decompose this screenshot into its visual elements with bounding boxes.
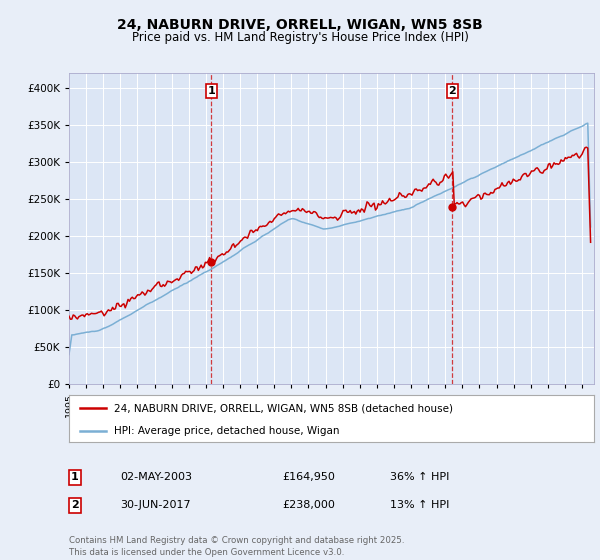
Text: 2: 2	[71, 500, 79, 510]
Text: 1: 1	[208, 86, 215, 96]
Text: 02-MAY-2003: 02-MAY-2003	[120, 472, 192, 482]
Text: Price paid vs. HM Land Registry's House Price Index (HPI): Price paid vs. HM Land Registry's House …	[131, 31, 469, 44]
Text: 2: 2	[449, 86, 456, 96]
Text: 13% ↑ HPI: 13% ↑ HPI	[390, 500, 449, 510]
Text: HPI: Average price, detached house, Wigan: HPI: Average price, detached house, Wiga…	[113, 426, 339, 436]
Text: 36% ↑ HPI: 36% ↑ HPI	[390, 472, 449, 482]
Text: 24, NABURN DRIVE, ORRELL, WIGAN, WN5 8SB (detached house): 24, NABURN DRIVE, ORRELL, WIGAN, WN5 8SB…	[113, 403, 452, 413]
Text: Contains HM Land Registry data © Crown copyright and database right 2025.
This d: Contains HM Land Registry data © Crown c…	[69, 536, 404, 557]
Text: 30-JUN-2017: 30-JUN-2017	[120, 500, 191, 510]
Text: £238,000: £238,000	[282, 500, 335, 510]
Text: £164,950: £164,950	[282, 472, 335, 482]
Text: 24, NABURN DRIVE, ORRELL, WIGAN, WN5 8SB: 24, NABURN DRIVE, ORRELL, WIGAN, WN5 8SB	[117, 17, 483, 31]
Text: 1: 1	[71, 472, 79, 482]
